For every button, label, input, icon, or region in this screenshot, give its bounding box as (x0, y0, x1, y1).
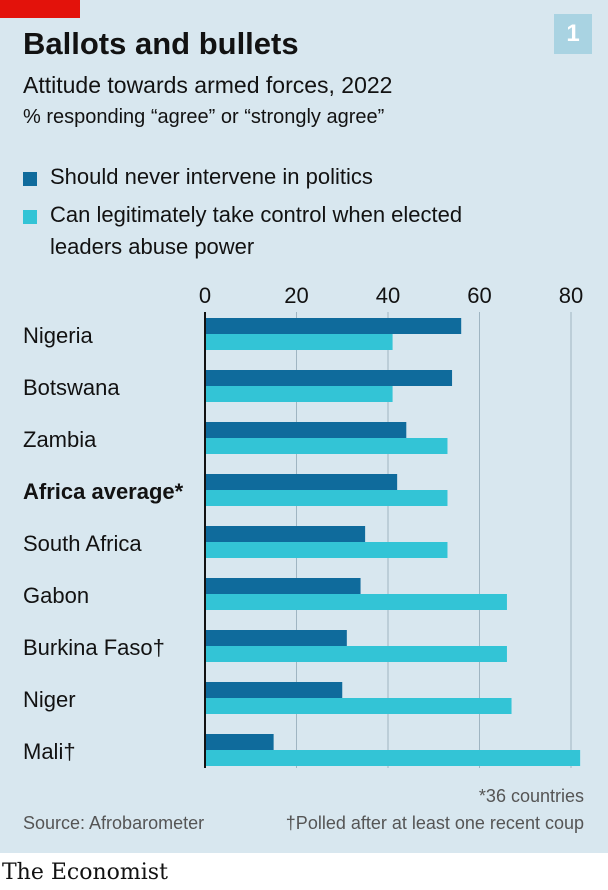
category-label-7: Niger (23, 687, 76, 712)
bar-1-6 (205, 630, 347, 646)
bar-1-4 (205, 526, 366, 542)
bar-2-5 (205, 594, 507, 610)
brand-red-tag (0, 0, 80, 18)
brand-logo-text: The Economist (2, 860, 168, 885)
x-tick-label-60: 60 (467, 283, 491, 308)
x-tick-label-80: 80 (559, 283, 583, 308)
legend-swatch-series-2 (23, 210, 37, 224)
category-label-1: Botswana (23, 375, 120, 400)
chart-units: % responding “agree” or “strongly agree” (23, 106, 385, 128)
x-tick-label-0: 0 (199, 283, 211, 308)
chart-subtitle: Attitude towards armed forces, 2022 (23, 72, 393, 98)
bar-1-5 (205, 578, 361, 594)
bar-2-2 (205, 438, 448, 454)
footnote-coup: †Polled after at least one recent coup (285, 813, 584, 833)
bar-1-3 (205, 474, 398, 490)
bar-2-0 (205, 334, 393, 350)
footnote-countries: *36 countries (478, 786, 584, 806)
bar-2-4 (205, 542, 448, 558)
category-label-6: Burkina Faso† (23, 635, 165, 660)
chart-title: Ballots and bullets (23, 26, 299, 61)
bar-chart: 0 20 40 60 80 Nigeria Botswana Zambia Africa ave… (23, 283, 583, 768)
bar-2-1 (205, 386, 393, 402)
category-label-0: Nigeria (23, 323, 93, 348)
legend-swatch-series-1 (23, 172, 37, 186)
category-label-2: Zambia (23, 427, 97, 452)
bar-1-7 (205, 682, 343, 698)
bar-2-3 (205, 490, 448, 506)
legend-label-series-1: Should never intervene in politics (50, 164, 373, 189)
legend-label-series-2: Can legitimately take control when elect… (50, 202, 463, 259)
category-label-4: South Africa (23, 531, 142, 556)
category-label-8: Mali† (23, 739, 76, 764)
bar-2-6 (205, 646, 507, 662)
x-tick-label-20: 20 (284, 283, 308, 308)
x-tick-label-40: 40 (376, 283, 400, 308)
category-label-3: Africa average* (23, 479, 184, 504)
bar-1-0 (205, 318, 462, 334)
bar-1-1 (205, 370, 453, 386)
bar-2-8 (205, 750, 581, 766)
source-note: Source: Afrobarometer (23, 813, 205, 833)
bar-1-2 (205, 422, 407, 438)
category-label-5: Gabon (23, 583, 89, 608)
bar-2-7 (205, 698, 512, 714)
chart-number-badge: 1 (554, 14, 592, 54)
bar-1-8 (205, 734, 274, 750)
